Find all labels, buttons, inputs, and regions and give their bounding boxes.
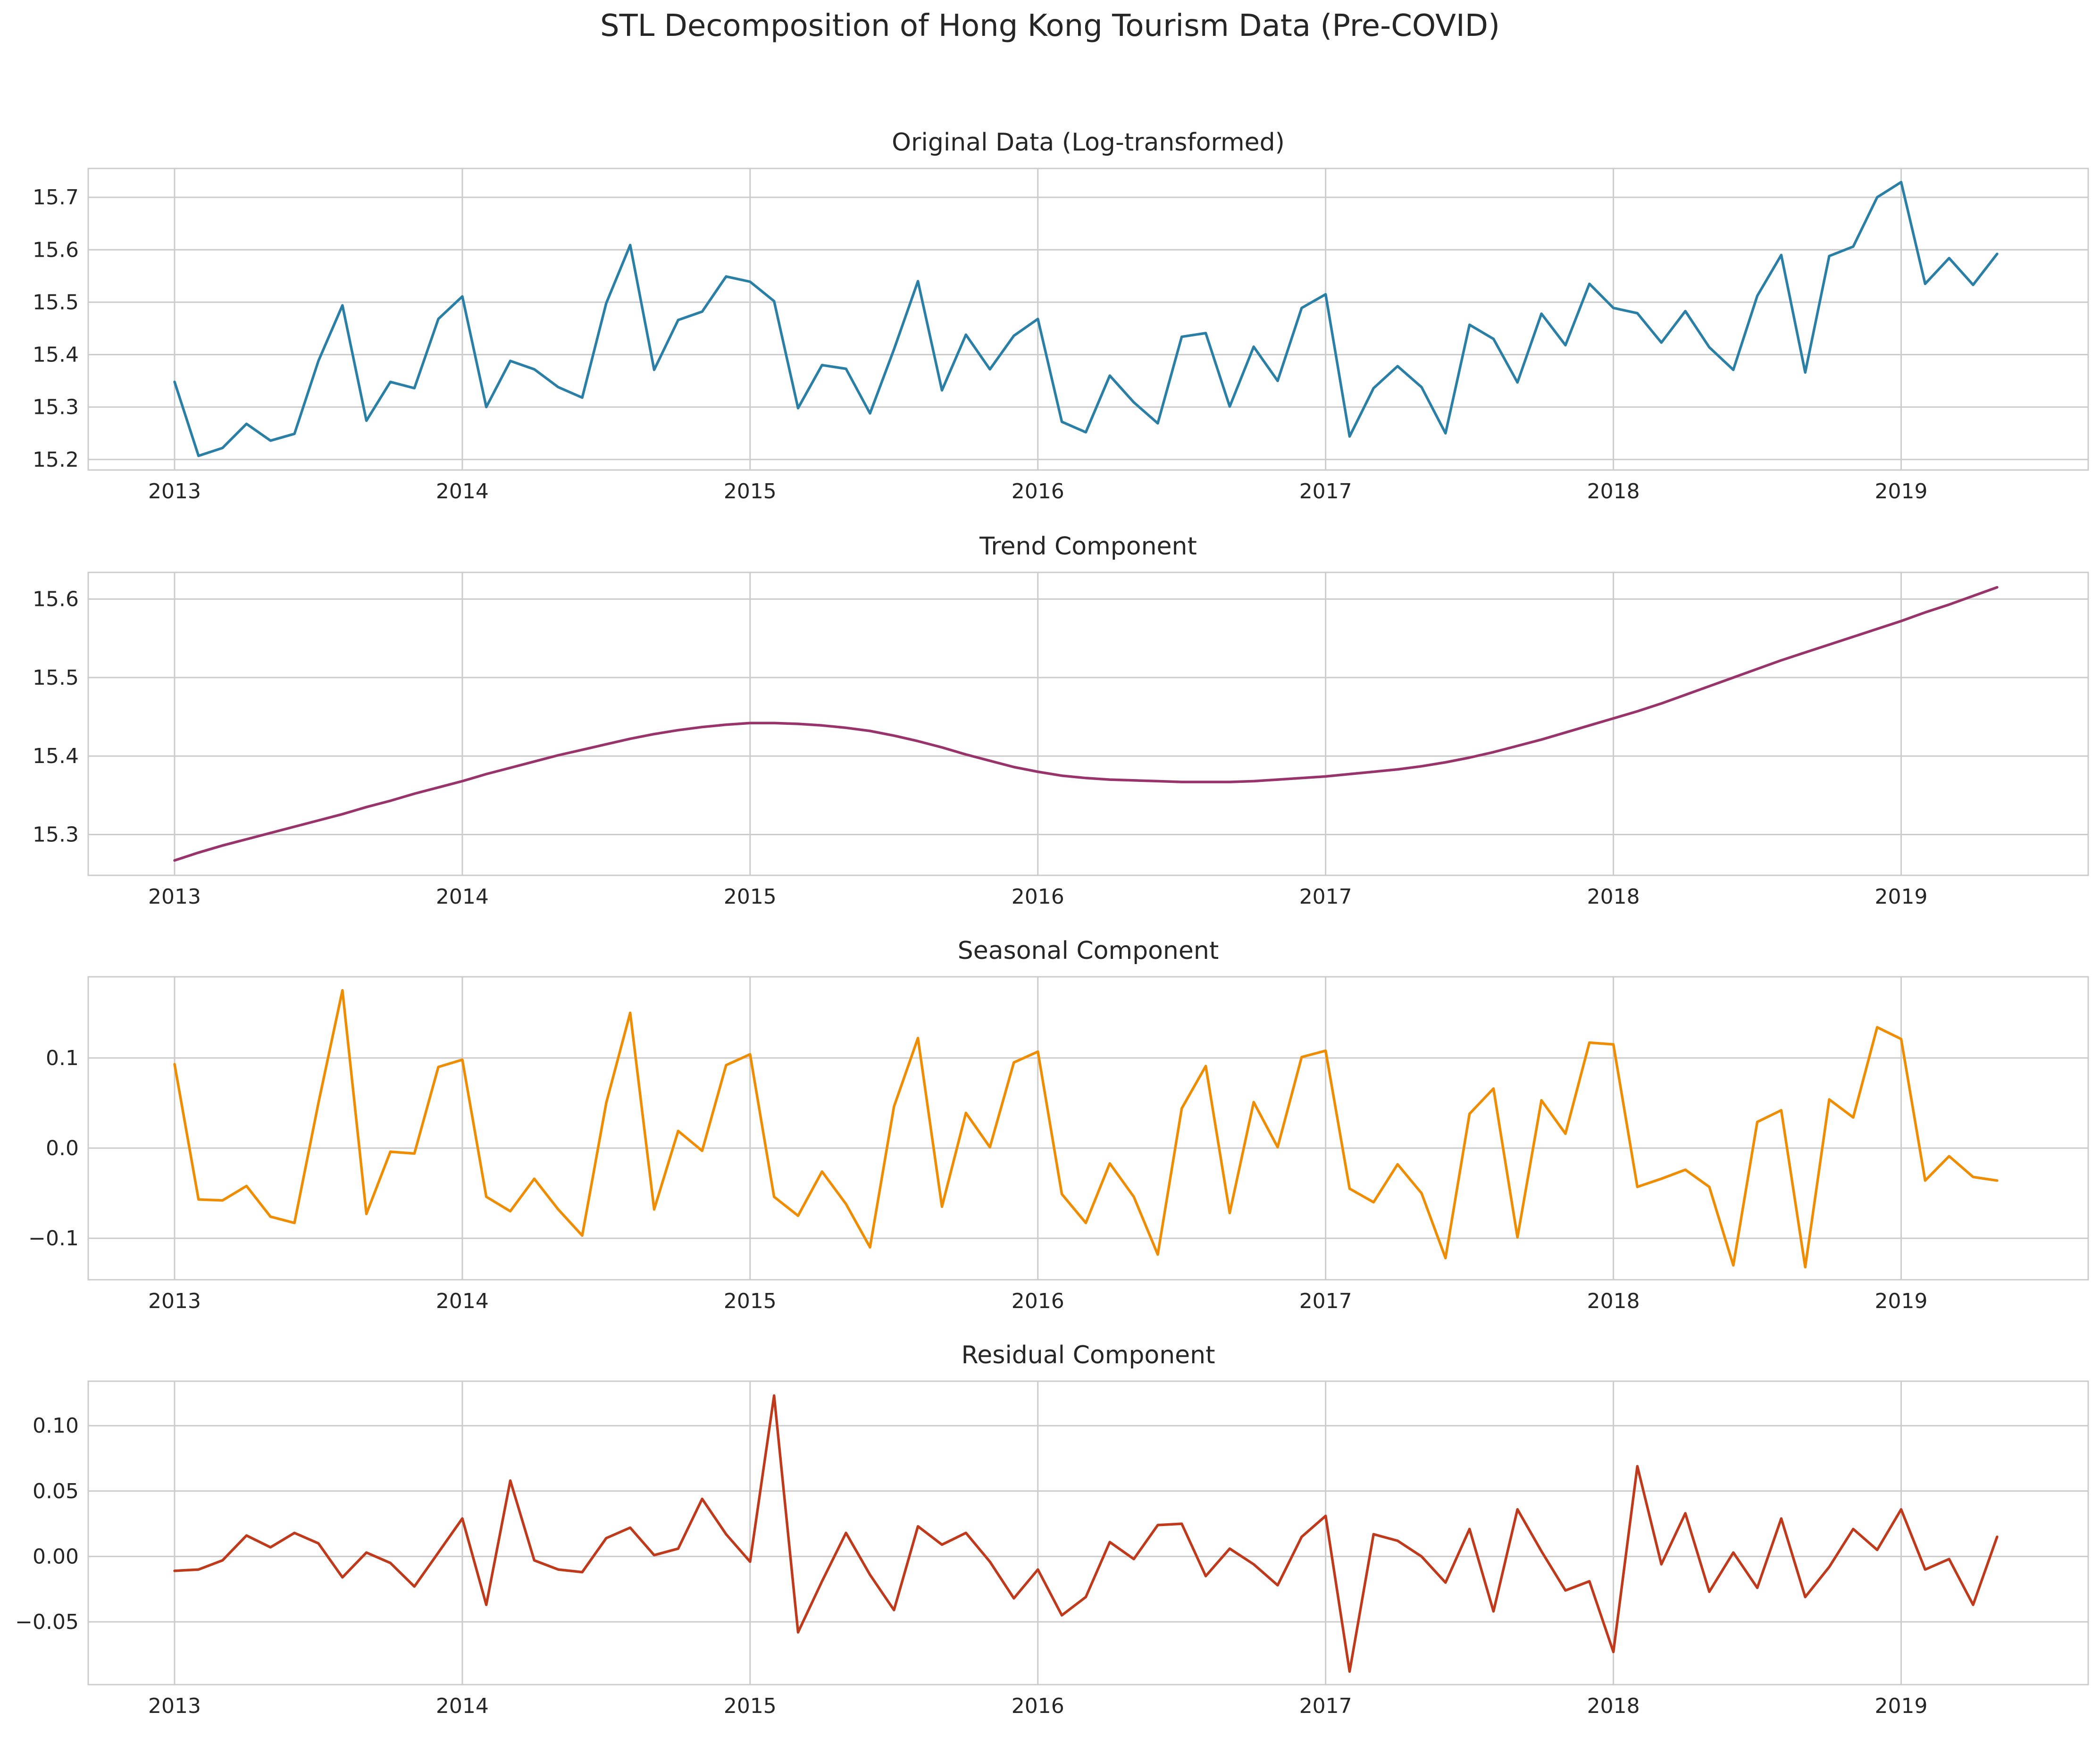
residual-series-line — [173, 1394, 1999, 1673]
seasonal-series-line — [173, 989, 1999, 1269]
seasonal-panel: 2013 2014 2015 2016 2017 2018 2019 −0.1 0.0 0.1 Se… — [28, 937, 2089, 1313]
original-x-tick-label: 2019 — [1875, 479, 1928, 503]
trend-x-tick-label: 2017 — [1299, 885, 1352, 909]
original-y-tick-label: 15.6 — [33, 238, 79, 262]
residual-x-tick-label: 2019 — [1875, 1694, 1928, 1718]
original-panel: 2013 2014 2015 2016 2017 2018 2019 15.2 15.3 15.4… — [33, 128, 2089, 503]
trend-panel: 2013 2014 2015 2016 2017 2018 2019 15.3 15.4 15.5… — [33, 532, 2089, 909]
residual-x-tick-label: 2013 — [148, 1694, 201, 1718]
trend-y-tick-label: 15.4 — [33, 744, 79, 768]
trend-y-tick-label: 15.6 — [33, 587, 79, 612]
residual-y-tick-label: 0.00 — [33, 1544, 79, 1569]
residual-y-tick-label: −0.05 — [15, 1610, 79, 1634]
trend-x-tick-label: 2014 — [436, 885, 489, 909]
original-panel-title: Original Data (Log-transformed) — [892, 128, 1285, 157]
original-x-tick-label: 2014 — [436, 479, 489, 503]
seasonal-x-tick-label: 2015 — [724, 1289, 777, 1313]
residual-x-tick-label: 2015 — [724, 1694, 777, 1718]
residual-y-tick-label: 0.05 — [33, 1479, 79, 1503]
trend-series-line — [173, 586, 1999, 862]
seasonal-y-tick-label: −0.1 — [28, 1226, 79, 1250]
seasonal-panel-title: Seasonal Component — [958, 937, 1219, 965]
trend-x-tick-label: 2015 — [724, 885, 777, 909]
residual-x-tick-label: 2016 — [1012, 1694, 1064, 1718]
seasonal-axes-frame — [87, 976, 2089, 1281]
trend-axes-frame — [87, 571, 2089, 876]
original-x-tick-label: 2015 — [724, 479, 777, 503]
original-y-tick-label: 15.4 — [33, 343, 79, 367]
original-y-tick-label: 15.3 — [33, 395, 79, 420]
seasonal-x-tick-label: 2017 — [1299, 1289, 1352, 1313]
residual-panel: 2013 2014 2015 2016 2017 2018 2019 −0.05 0.00 0.0… — [15, 1341, 2089, 1718]
residual-x-tick-label: 2014 — [436, 1694, 489, 1718]
trend-x-tick-label: 2019 — [1875, 885, 1928, 909]
original-x-tick-label: 2017 — [1299, 479, 1352, 503]
trend-x-tick-label: 2013 — [148, 885, 201, 909]
original-series-line — [173, 181, 1999, 457]
seasonal-x-tick-label: 2014 — [436, 1289, 489, 1313]
residual-axes-frame — [87, 1380, 2089, 1686]
figure-title: STL Decomposition of Hong Kong Tourism D… — [600, 8, 1500, 43]
original-x-tick-label: 2018 — [1587, 479, 1640, 503]
seasonal-x-tick-label: 2018 — [1587, 1289, 1640, 1313]
residual-x-tick-label: 2018 — [1587, 1694, 1640, 1718]
original-x-tick-label: 2016 — [1012, 479, 1064, 503]
trend-x-tick-label: 2018 — [1587, 885, 1640, 909]
residual-panel-title: Residual Component — [961, 1341, 1215, 1369]
seasonal-x-tick-label: 2019 — [1875, 1289, 1928, 1313]
trend-y-tick-label: 15.3 — [33, 823, 79, 847]
seasonal-y-tick-label: 0.1 — [46, 1046, 79, 1070]
trend-panel-title: Trend Component — [979, 532, 1197, 561]
seasonal-x-tick-label: 2016 — [1012, 1289, 1064, 1313]
original-axes-frame — [87, 168, 2089, 471]
residual-x-tick-label: 2017 — [1299, 1694, 1352, 1718]
trend-x-tick-label: 2016 — [1012, 885, 1064, 909]
original-y-tick-label: 15.7 — [33, 185, 79, 210]
original-x-tick-label: 2013 — [148, 479, 201, 503]
trend-y-tick-label: 15.5 — [33, 666, 79, 690]
residual-y-tick-label: 0.10 — [33, 1414, 79, 1438]
seasonal-y-tick-label: 0.0 — [46, 1136, 79, 1160]
original-y-tick-label: 15.5 — [33, 290, 79, 314]
seasonal-x-tick-label: 2013 — [148, 1289, 201, 1313]
original-y-tick-label: 15.2 — [33, 448, 79, 472]
